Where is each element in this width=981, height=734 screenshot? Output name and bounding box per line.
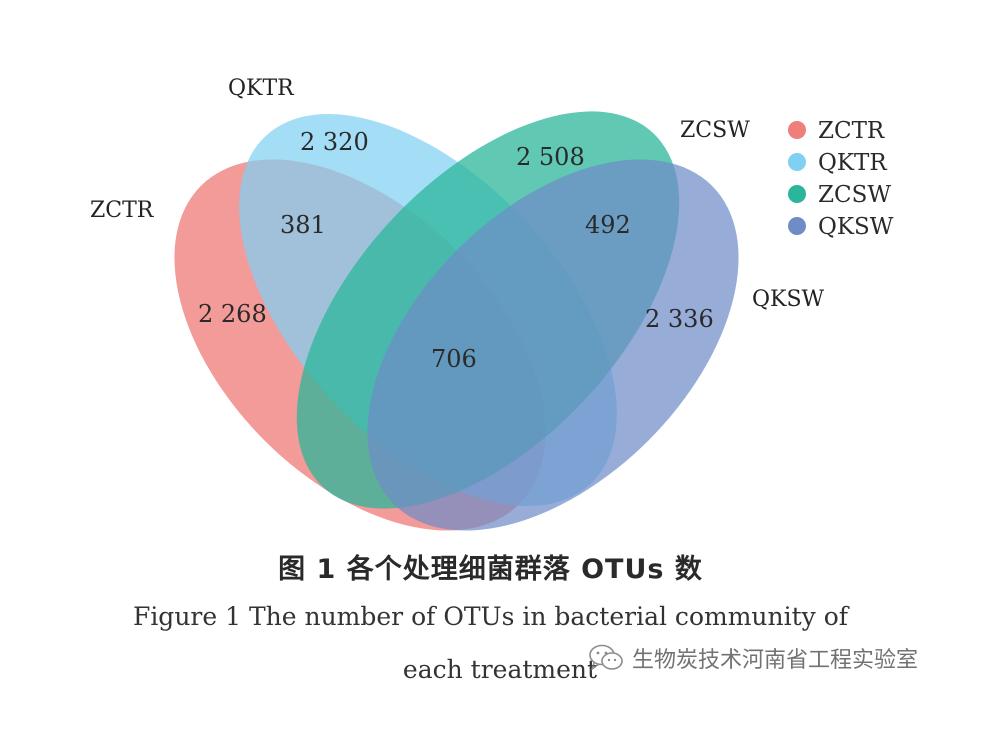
- legend-dot-zcsw: [788, 185, 806, 203]
- legend-dot-qksw: [788, 217, 806, 235]
- count-zctr-qktr: 381: [280, 211, 326, 239]
- legend-label-qktr: QKTR: [818, 150, 887, 176]
- set-label-zcsw: ZCSW: [680, 118, 750, 143]
- legend-label-zcsw: ZCSW: [818, 182, 891, 208]
- set-label-qktr: QKTR: [228, 76, 295, 101]
- watermark-text: 生物炭技术河南省工程实验室: [632, 648, 919, 673]
- wechat-icon: [589, 644, 623, 672]
- figure-caption-en-line2: each treatment: [402, 655, 598, 684]
- count-all: 706: [431, 345, 477, 373]
- legend-dot-zctr: [788, 121, 806, 139]
- count-zctr-only: 2 268: [198, 300, 267, 328]
- legend-dot-qktr: [788, 153, 806, 171]
- figure-caption-cn: 图 1 各个处理细菌群落 OTUs 数: [278, 554, 703, 585]
- legend-label-qksw: QKSW: [818, 214, 894, 240]
- count-qktr-only: 2 320: [300, 128, 369, 156]
- legend: ZCTR QKTR ZCSW QKSW: [788, 118, 894, 240]
- ellipse-qksw: [367, 159, 739, 531]
- figure-caption-en-line1: Figure 1 The number of OTUs in bacterial…: [132, 602, 849, 631]
- count-qksw-only: 2 336: [645, 305, 714, 333]
- legend-label-zctr: ZCTR: [818, 118, 885, 144]
- set-label-zctr: ZCTR: [90, 198, 155, 223]
- wechat-watermark: 生物炭技术河南省工程实验室: [588, 640, 918, 676]
- count-zcsw-only: 2 508: [516, 143, 585, 171]
- count-zcsw-qksw: 492: [585, 211, 631, 239]
- set-label-qksw: QKSW: [752, 287, 825, 312]
- venn-diagram: QKTR ZCTR ZCSW QKSW 2 320 2 508 381 492 …: [90, 76, 894, 531]
